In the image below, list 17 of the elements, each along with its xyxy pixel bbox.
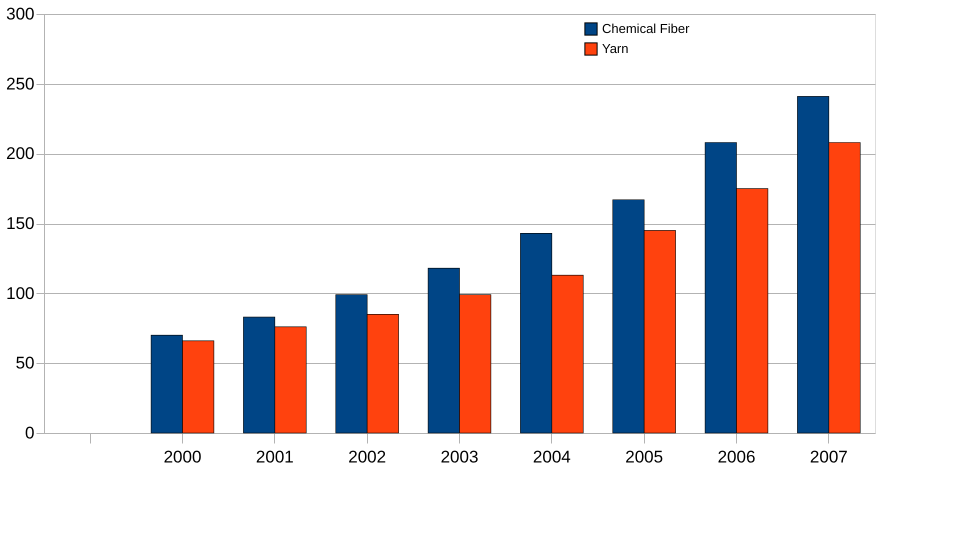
y-tick-label: 100 [6, 284, 34, 303]
legend-label: Chemical Fiber [602, 21, 690, 36]
y-tick-label: 50 [16, 354, 34, 373]
legend-label: Yarn [602, 41, 628, 56]
y-tick-label: 200 [6, 144, 34, 164]
y-tick-label: 0 [25, 424, 34, 442]
x-tick-label: 2004 [532, 448, 571, 466]
x-tick-label: 2003 [440, 448, 478, 466]
x-tick-label: 2006 [718, 448, 756, 466]
x-tick-label: 2001 [256, 448, 294, 466]
x-tick-label: 2005 [625, 448, 664, 466]
y-tick-label: 150 [6, 214, 34, 233]
y-tick-label: 250 [6, 74, 34, 94]
x-tick-label: 2007 [810, 448, 848, 466]
y-tick-label: 300 [6, 4, 34, 24]
x-tick-label: 2002 [348, 448, 386, 466]
x-tick-label: 2000 [164, 448, 202, 466]
